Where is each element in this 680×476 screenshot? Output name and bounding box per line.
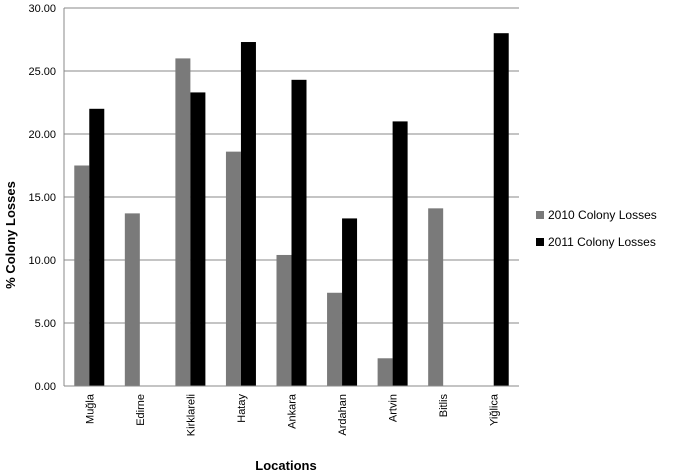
y-tick-label: 25.00	[28, 66, 56, 78]
y-tick-label: 5.00	[35, 318, 56, 330]
legend-swatch	[536, 238, 544, 246]
x-tick-label: Ardahan	[337, 394, 349, 436]
bar-2011	[493, 33, 509, 386]
x-tick-label: Edirne	[135, 394, 147, 426]
x-tick-label: Hatay	[236, 394, 248, 423]
x-axis-title: Locations	[255, 458, 316, 473]
x-tick-label: Muğla	[84, 393, 96, 424]
bar-2011	[240, 42, 256, 387]
x-axis-ticks: Muğla Edirne Kirklareli Hatay Ankara Ardahan A…	[84, 393, 500, 436]
x-tick-label: Bitlis	[438, 394, 450, 418]
y-tick-label: 30.00	[28, 3, 56, 15]
bar-2010	[428, 208, 444, 386]
bar-2010	[225, 151, 241, 386]
x-tick-label: Ankara	[287, 393, 299, 429]
bar-2011	[89, 108, 105, 387]
y-tick-label: 0.00	[35, 381, 56, 393]
y-axis-ticks: 0.00 5.00 10.00 15.00 20.00 25.00 30.00	[28, 3, 56, 393]
legend-label: 2011 Colony Losses	[548, 235, 656, 249]
legend: 2010 Colony Losses 2011 Colony Losses	[536, 208, 657, 249]
bar-2010	[124, 213, 140, 386]
bars	[74, 33, 509, 387]
bar-2010	[74, 165, 90, 386]
legend-swatch	[536, 211, 544, 219]
bar-2011	[342, 218, 358, 386]
bar-2011	[190, 92, 206, 387]
y-tick-label: 20.00	[28, 129, 56, 141]
x-tick-label: Kirklareli	[185, 394, 197, 436]
bar-2010	[377, 358, 393, 386]
bar-2010	[276, 254, 292, 386]
bar-2010	[327, 292, 343, 386]
x-tick-label: Artvin	[388, 394, 400, 422]
bar-2011	[291, 79, 307, 386]
y-tick-label: 10.00	[28, 255, 56, 267]
y-axis-title: % Colony Losses	[3, 181, 18, 289]
bar-2010	[175, 58, 191, 387]
bar-2011	[392, 121, 408, 387]
y-tick-label: 15.00	[28, 192, 56, 204]
legend-label: 2010 Colony Losses	[548, 208, 657, 222]
x-tick-label: Yiğlica	[489, 393, 501, 426]
